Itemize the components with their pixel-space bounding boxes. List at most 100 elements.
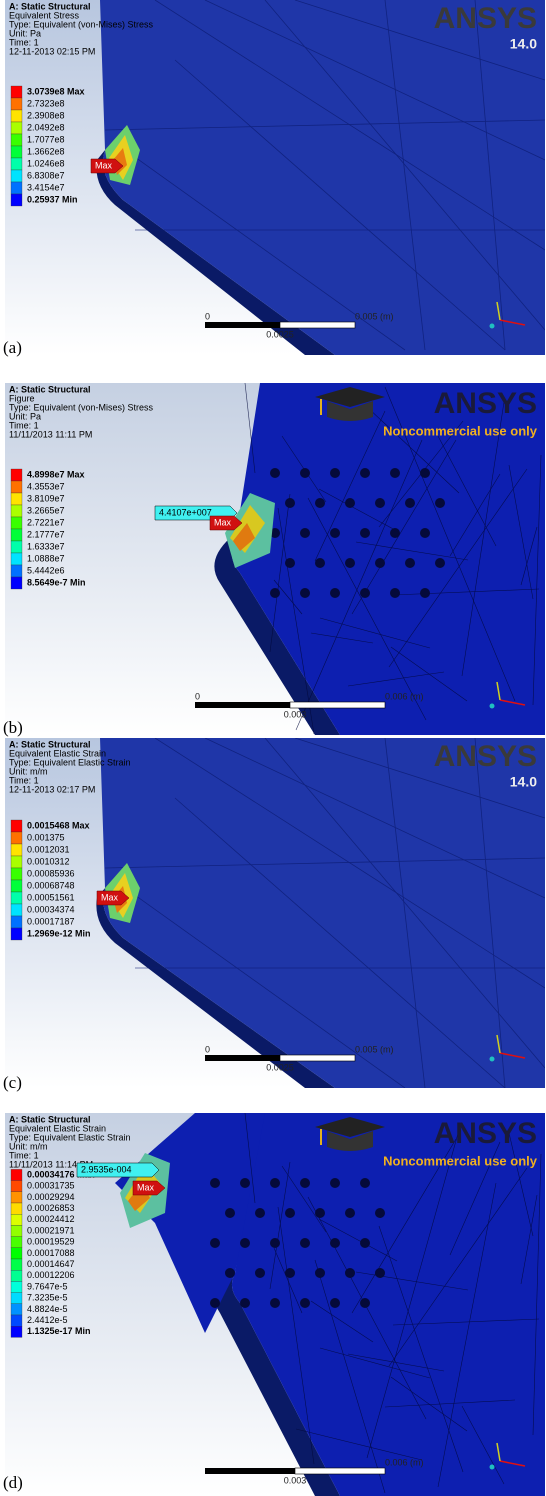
scale-label: 0.006 (m) — [385, 691, 424, 701]
legend-swatch — [11, 1293, 22, 1304]
hole — [270, 588, 280, 598]
legend-swatch — [11, 1237, 22, 1248]
legend-swatch — [11, 904, 22, 916]
hole — [240, 1178, 250, 1188]
legend-swatch — [11, 481, 22, 493]
legend-swatch — [11, 170, 22, 182]
hole — [390, 588, 400, 598]
legend-label: 9.7647e-5 — [27, 1281, 68, 1291]
legend-swatch — [11, 577, 22, 589]
hole — [360, 468, 370, 478]
hole — [270, 1178, 280, 1188]
hole — [315, 1268, 325, 1278]
legend-swatch — [11, 158, 22, 170]
legend-swatch — [11, 493, 22, 505]
header-line: 12-11-2013 02:15 PM — [9, 46, 95, 56]
hole — [300, 588, 310, 598]
legend-swatch — [11, 182, 22, 194]
hole — [285, 498, 295, 508]
screenshot-panel: A: Static StructuralEquivalent StressTyp… — [5, 0, 545, 355]
hole — [405, 558, 415, 568]
hole — [225, 1268, 235, 1278]
scale-label: 0 — [205, 311, 210, 321]
scale-bar — [280, 322, 355, 328]
header-line: 12-11-2013 02:17 PM — [9, 784, 95, 794]
scale-label: 0.0025 — [266, 1062, 294, 1072]
hole — [285, 1268, 295, 1278]
legend-swatch — [11, 469, 22, 481]
hole — [405, 498, 415, 508]
hole — [240, 1238, 250, 1248]
legend-swatch — [11, 529, 22, 541]
legend-label: 0.0010312 — [27, 856, 70, 866]
scale-label: 0 — [195, 691, 200, 701]
legend-swatch — [11, 553, 22, 565]
legend-swatch — [11, 1203, 22, 1214]
legend-label: 1.0888e7 — [27, 553, 65, 563]
legend-swatch — [11, 565, 22, 577]
legend-swatch — [11, 1315, 22, 1326]
logo: ANSYS — [434, 2, 537, 35]
legend-swatch — [11, 517, 22, 529]
hole — [285, 1208, 295, 1218]
legend-label: 1.3662e8 — [27, 146, 65, 156]
hole — [285, 558, 295, 568]
scale-label: 0 — [205, 1044, 210, 1054]
scale-label: 0.006 (m) — [385, 1457, 424, 1467]
legend-swatch — [11, 1304, 22, 1315]
hole — [270, 1298, 280, 1308]
legend-swatch — [11, 868, 22, 880]
legend-label: 0.00029294 — [27, 1192, 75, 1202]
legend-label: 0.00051561 — [27, 892, 75, 902]
scale-bar — [290, 702, 385, 708]
legend-label: 7.3235e-5 — [27, 1293, 68, 1303]
legend-swatch — [11, 134, 22, 146]
hole — [315, 498, 325, 508]
legend-label: 0.00085936 — [27, 868, 75, 878]
legend-swatch — [11, 194, 22, 206]
scale-bar — [205, 1055, 280, 1061]
legend-label: 0.001375 — [27, 832, 65, 842]
hole — [420, 468, 430, 478]
legend-swatch — [11, 1326, 22, 1337]
legend-label: 2.7323e8 — [27, 98, 65, 108]
legend-label: 0.00068748 — [27, 880, 75, 890]
legend-label: 0.00026853 — [27, 1203, 75, 1213]
scale-label: 0.0025 — [266, 329, 294, 339]
legend-label: 0.25937 Min — [27, 194, 78, 204]
legend-label: 3.8109e7 — [27, 493, 65, 503]
hole — [270, 1238, 280, 1248]
legend-swatch — [11, 916, 22, 928]
logo-version: 14.0 — [510, 36, 537, 52]
logo-note: Noncommercial use only — [383, 1153, 538, 1168]
header-line: 11/11/2013 11:11 PM — [9, 429, 92, 439]
probe-label: 4.4107e+007 — [159, 507, 212, 517]
legend-swatch — [11, 1192, 22, 1203]
legend-label: 0.00012206 — [27, 1270, 75, 1280]
legend-swatch — [11, 856, 22, 868]
hole — [330, 468, 340, 478]
hole — [300, 468, 310, 478]
hole — [210, 1238, 220, 1248]
legend-swatch — [11, 1225, 22, 1236]
legend-swatch — [11, 1181, 22, 1192]
legend-label: 8.5649e-7 Min — [27, 577, 86, 587]
legend-label: 1.6333e7 — [27, 541, 65, 551]
hole — [420, 528, 430, 538]
logo: ANSYS — [434, 387, 537, 420]
scale-bar — [295, 1468, 385, 1474]
legend-swatch — [11, 505, 22, 517]
legend-label: 0.00014647 — [27, 1259, 75, 1269]
hole — [300, 528, 310, 538]
hole — [225, 1208, 235, 1218]
hole — [330, 1238, 340, 1248]
legend-label: 2.0492e8 — [27, 122, 65, 132]
hole — [330, 588, 340, 598]
hole — [315, 1208, 325, 1218]
hole — [375, 1208, 385, 1218]
panel-label: (a) — [3, 338, 22, 358]
legend-label: 0.0012031 — [27, 844, 70, 854]
triad-axis — [490, 1465, 495, 1470]
legend-swatch — [11, 832, 22, 844]
